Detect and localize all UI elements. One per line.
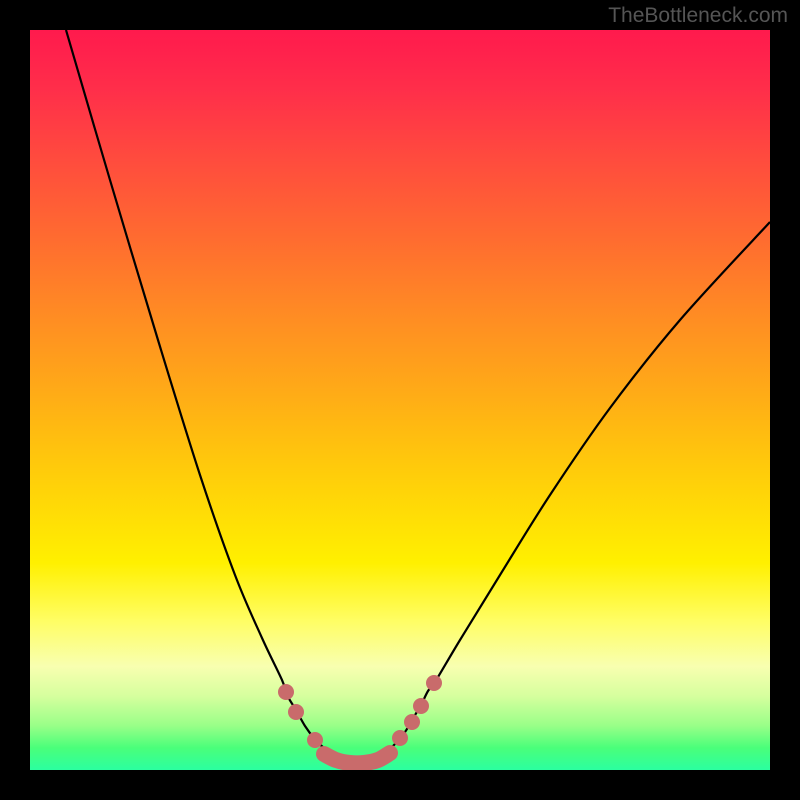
marker-dot (307, 732, 323, 748)
marker-dot (288, 704, 304, 720)
marker-dot (404, 714, 420, 730)
curve-overlay (30, 30, 770, 770)
bottom-band (324, 753, 390, 763)
marker-dot (426, 675, 442, 691)
left-curve (66, 30, 338, 759)
marker-dot (392, 730, 408, 746)
marker-dot (278, 684, 294, 700)
watermark-text: TheBottleneck.com (608, 4, 788, 28)
marker-dots (278, 675, 442, 748)
chart-area (30, 30, 770, 770)
right-curve (381, 222, 770, 755)
marker-dot (413, 698, 429, 714)
